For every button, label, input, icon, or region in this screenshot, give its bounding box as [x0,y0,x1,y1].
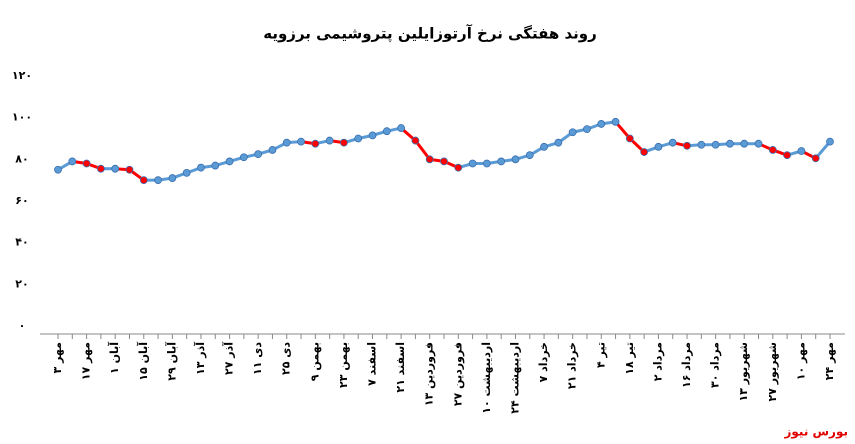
x-tick-label: ۱۷ مهر [80,342,93,380]
x-tick-label: ۳ مهر [51,342,64,373]
point [525,151,534,160]
x-tick-label: ۲۳ بهمن [337,342,350,388]
x-tick-label: ۱۳ فروردین [423,342,436,406]
point [611,117,620,126]
point [697,140,706,149]
point [411,136,420,145]
point [297,137,305,146]
x-tick-label: ۲۱ خرداد [566,342,579,389]
point [668,138,677,147]
point [640,148,649,156]
point [168,174,177,182]
x-tick-label: ۱۰ مهر [794,342,807,380]
x-tick-label: ۲۷ آذر [222,342,236,375]
x-tick-label: ۱ آبان [107,342,121,374]
point [625,134,634,143]
point [826,137,834,146]
y-tick-label: ۲۰ [15,277,28,290]
point [654,142,663,151]
x-tick-label: ۲ مرداد [651,342,664,381]
point [554,138,563,147]
point [311,139,320,148]
chart-title: روند هفتگی نرخ آرتوزایلین پتروشیمی برزوی… [263,25,597,44]
y-tick-label: ۰ [19,319,26,332]
x-tick-label: ۱۵ آبان [136,342,150,381]
point [497,157,506,166]
point [111,164,120,173]
line-segment [414,139,431,161]
point [254,150,263,159]
point [468,159,477,168]
y-tick-label: ۸۰ [15,152,28,165]
point [511,155,520,164]
x-tick-label: ۱۰ اردیبهشت [480,342,493,414]
point [440,157,448,166]
x-tick-label: ۲۹ آبان [164,342,178,381]
x-tick-label: ۲۱ اسفند [394,342,407,393]
point [382,127,391,136]
point [154,176,162,185]
point [540,142,548,151]
y-tick-label: ۶۰ [15,194,28,207]
point [797,147,806,155]
x-tick-label: ۲۴ مهر [823,342,836,380]
x-tick-label: ۱۱ دی [251,342,264,375]
point [82,159,91,168]
x-tick-label: ۱۳ شهریور [737,342,750,402]
point [783,151,792,160]
x-tick-label: ۲۷ فروردین [451,342,464,406]
x-tick-label: ۷ اسفند [366,342,379,386]
point [197,163,205,172]
point [754,139,763,148]
point [368,131,377,140]
point [268,146,277,154]
y-tick-label: ۴۰ [15,236,28,249]
x-tick-label: ۳۰ مرداد [709,342,722,388]
point [425,155,434,164]
point [239,153,248,162]
point [68,157,77,166]
x-tick-label: ۱۳ آذر [193,342,207,375]
point [182,168,191,177]
x-tick-label: ۲۴ اردیبهشت [508,342,521,414]
x-tick-label: ۲۵ دی [280,342,293,375]
point [125,165,134,174]
point [340,138,348,147]
x-tick-label: ۷ خرداد [537,342,550,382]
point [568,128,577,137]
point [139,176,148,185]
x-tick-label: ۹ بهمن [308,342,321,381]
point [225,157,234,166]
point [726,139,734,148]
y-tick-label: ۱۲۰ [12,69,32,82]
y-tick-label: ۱۰۰ [12,111,32,124]
point [96,164,105,173]
point [354,134,363,143]
point [211,161,220,170]
point [597,120,606,128]
point [325,136,334,145]
x-tick-label: ۱۸ تیر [623,342,636,375]
x-tick-label: ۲۷ شهریور [766,342,779,402]
point [768,146,777,154]
x-tick-label: ۱۶ مرداد [680,342,693,388]
point [397,124,406,132]
point [683,141,691,150]
point [740,139,749,148]
point [282,138,291,147]
point [711,140,720,149]
footer: بورس نیوز [783,425,848,440]
point [482,159,491,168]
x-tick-label: ۴ تیر [594,342,607,368]
point [454,163,463,172]
point [54,165,62,174]
point [811,154,820,163]
point [583,125,591,134]
